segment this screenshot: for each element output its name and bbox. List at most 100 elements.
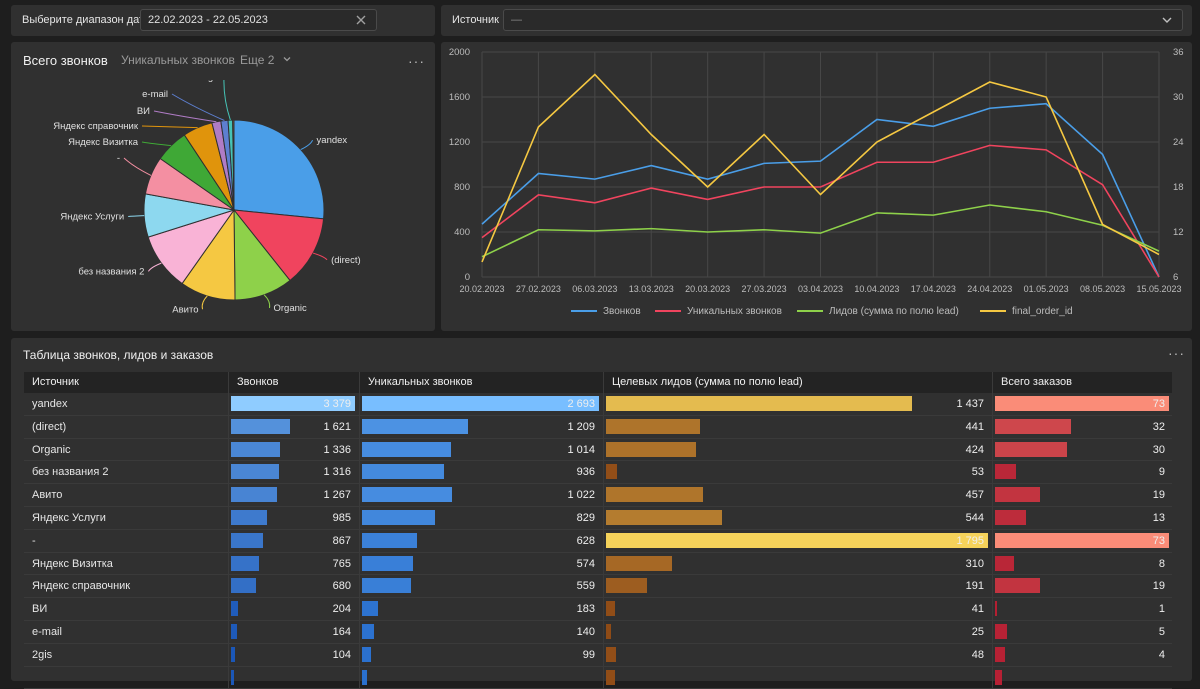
x-tick-label: 01.05.2023 — [1024, 284, 1069, 294]
x-tick-label: 10.04.2023 — [854, 284, 899, 294]
series-line-Уникальных-звонков[interactable] — [481, 144, 1160, 278]
pie-label: Organic — [273, 303, 307, 314]
cell-leads — [603, 666, 991, 689]
source-select-value: — — [511, 14, 522, 26]
legend-item[interactable]: final_order_id — [980, 306, 1073, 317]
cell-leads: 41 — [603, 598, 991, 620]
value-calls: 680 — [332, 580, 351, 593]
table-row[interactable]: - 867 628 1 795 73 — [24, 529, 1172, 553]
table-row[interactable]: e-mail 164 140 25 5 — [24, 620, 1172, 644]
cell-calls: 680 — [228, 575, 358, 598]
table-row[interactable]: Яндекс Услуги 985 829 544 13 — [24, 506, 1172, 530]
table-row[interactable]: (direct) 1 621 1 209 441 32 — [24, 415, 1172, 439]
x-tick-label: 13.03.2023 — [629, 284, 674, 294]
y-tick-left: 0 — [465, 272, 470, 283]
value-calls: 1 336 — [323, 443, 351, 456]
bar-calls — [231, 418, 290, 434]
bar-leads — [606, 509, 722, 525]
value-calls: 985 — [332, 511, 351, 524]
x-tick-label: 20.02.2023 — [459, 284, 504, 294]
tab-more[interactable]: Еще 2 — [240, 53, 292, 67]
table-row[interactable]: ВИ 204 183 41 1 — [24, 598, 1172, 621]
col-header-orders[interactable]: Всего заказов — [992, 372, 1172, 393]
bar-leads — [606, 669, 615, 685]
pie-slice-(direct)[interactable] — [232, 209, 325, 282]
pie-slice-other[interactable] — [232, 119, 235, 211]
source-select[interactable]: — — [503, 9, 1183, 31]
cell-leads: 544 — [603, 506, 991, 529]
table-row[interactable]: 2gis 104 99 48 4 — [24, 643, 1172, 667]
value-orders: 4 — [1158, 648, 1165, 661]
cell-leads: 1 437 — [603, 393, 991, 415]
value-uniq: 628 — [576, 534, 595, 547]
value-leads: 191 — [965, 580, 984, 593]
table-row[interactable]: Organic 1 336 1 014 424 30 — [24, 438, 1172, 462]
pie-leader-line — [223, 80, 231, 121]
bar-orders — [995, 487, 1040, 503]
series-line-Лидов-(сумма-по-полю-lead)[interactable] — [481, 204, 1160, 258]
col-header-unique-calls[interactable]: Уникальных звонков — [359, 372, 602, 393]
table-row[interactable]: Яндекс Визитка 765 574 310 8 — [24, 552, 1172, 576]
table-row[interactable]: Авито 1 267 1 022 457 19 — [24, 484, 1172, 507]
cell-orders: 8 — [992, 552, 1172, 575]
pie-leader-line — [201, 295, 208, 310]
bar-leads — [606, 532, 988, 548]
cell-calls: 1 336 — [228, 438, 358, 461]
cell-orders: 19 — [992, 484, 1172, 506]
table-row[interactable]: Яндекс справочник 680 559 191 19 — [24, 575, 1172, 599]
cell-calls: 3 379 — [228, 393, 358, 415]
pie-leader-line — [141, 141, 172, 147]
pie-label: Яндекс Услуги — [60, 212, 124, 223]
date-range-input[interactable]: 22.02.2023 - 22.05.2023 — [140, 9, 377, 31]
legend-label: Уникальных звонков — [687, 306, 782, 317]
x-tick-label: 20.03.2023 — [685, 284, 730, 294]
legend-item[interactable]: Звонков — [571, 306, 641, 317]
bar-orders — [995, 418, 1071, 434]
pie-panel-title[interactable]: Всего звонков — [23, 53, 108, 68]
pie-slice-yandex[interactable] — [233, 119, 325, 220]
x-tick-label: 03.04.2023 — [798, 284, 843, 294]
legend-swatch — [571, 310, 597, 313]
bar-uniq — [362, 418, 468, 434]
value-orders: 73 — [1152, 534, 1165, 547]
pie-label: Яндекс справочник — [53, 121, 139, 132]
table-row[interactable] — [24, 666, 1172, 689]
bar-leads — [606, 464, 617, 480]
bar-calls — [231, 555, 259, 571]
pie-chart-panel: Всего звонков Уникальных звонков Еще 2 ·… — [11, 42, 435, 331]
value-calls: 3 379 — [323, 398, 351, 410]
pie-leader-line — [171, 93, 225, 121]
value-leads: 41 — [971, 603, 984, 616]
source-filter-label: Источник — [452, 14, 499, 26]
col-header-source[interactable]: Источник — [32, 376, 79, 388]
pie-panel-menu[interactable]: ··· — [408, 53, 425, 69]
legend-item[interactable]: Уникальных звонков — [655, 306, 782, 317]
bar-calls — [231, 578, 256, 594]
x-tick-label: 27.03.2023 — [742, 284, 787, 294]
table-row[interactable]: yandex 3 379 2 693 1 437 73 — [24, 393, 1172, 416]
series-line-final_order_id[interactable] — [481, 73, 1160, 263]
bar-calls — [231, 601, 238, 617]
col-header-calls[interactable]: Звонков — [228, 372, 358, 393]
bar-orders — [995, 623, 1007, 639]
pie-leader-line — [123, 157, 152, 176]
table-row[interactable]: без названия 2 1 316 936 53 9 — [24, 461, 1172, 485]
bar-calls — [231, 464, 279, 480]
table-panel-menu[interactable]: ··· — [1168, 345, 1185, 361]
col-header-leads[interactable]: Целевых лидов (сумма по полю lead) — [603, 372, 991, 393]
cell-uniq: 574 — [359, 552, 602, 575]
value-uniq: 140 — [576, 625, 595, 638]
cell-leads: 424 — [603, 438, 991, 461]
legend-item[interactable]: Лидов (сумма по полю lead) — [797, 306, 959, 317]
series-line-Звонков[interactable] — [481, 102, 1160, 278]
tab-unique-calls[interactable]: Уникальных звонков — [121, 53, 235, 67]
x-tick-label: 24.04.2023 — [967, 284, 1012, 294]
cell-leads: 457 — [603, 484, 991, 506]
value-calls: 1 316 — [323, 466, 351, 479]
pie-leader-line — [128, 215, 145, 218]
clear-icon[interactable] — [354, 13, 368, 27]
value-leads: 544 — [965, 511, 984, 524]
bar-calls — [231, 623, 237, 639]
bar-leads — [606, 418, 700, 434]
value-orders: 30 — [1152, 443, 1165, 456]
